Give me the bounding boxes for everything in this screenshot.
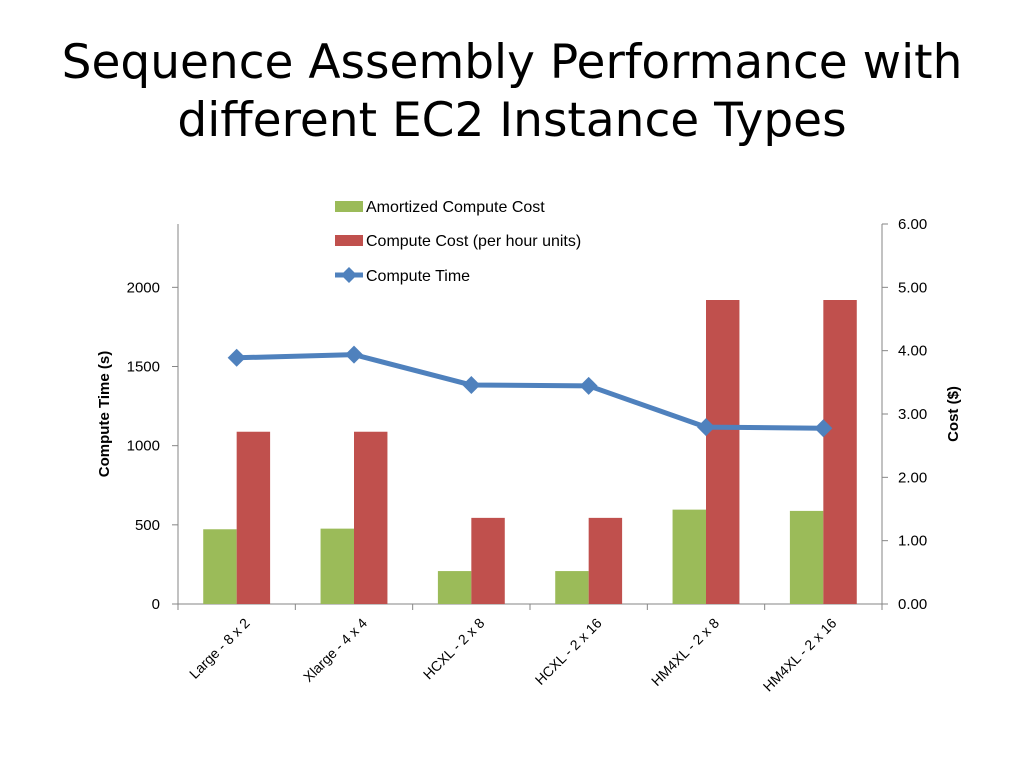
slide-title-line1: Sequence Assembly Performance with <box>61 35 963 90</box>
x-axis-label: HM4XL - 2 x 8 <box>648 615 722 689</box>
bar-amortized-cost <box>555 571 589 604</box>
bar-amortized-cost <box>320 528 354 604</box>
bar-hourly-cost <box>236 431 271 604</box>
legend-label: Amortized Compute Cost <box>366 199 545 216</box>
legend-swatch <box>335 235 363 246</box>
slide-title: Sequence Assembly Performance with diffe… <box>40 34 984 150</box>
bar-amortized-cost <box>203 529 237 604</box>
legend-label: Compute Cost (per hour units) <box>366 233 581 250</box>
right-axis-tick-label: 4.00 <box>898 343 927 360</box>
left-axis-title: Compute Time (s) <box>96 351 113 477</box>
bar-hourly-cost <box>706 300 740 604</box>
chart-legend: Amortized Compute Cost Compute Cost (per … <box>335 199 581 285</box>
chart-axes: 0 500 1000 1500 2000 0.00 1.00 2.00 3.00 4.00 5.00… <box>96 216 962 613</box>
chart-line <box>227 345 833 438</box>
compute-time-point <box>814 419 833 438</box>
bar-amortized-cost <box>672 509 706 604</box>
right-axis-tick-label: 1.00 <box>898 533 927 550</box>
left-axis-tick-label: 1000 <box>127 438 160 455</box>
chart-bars <box>203 300 857 604</box>
x-axis-label: HCXL - 2 x 16 <box>532 615 605 688</box>
left-axis-tick-label: 2000 <box>127 279 160 296</box>
right-axis-tick-label: 5.00 <box>898 279 927 296</box>
right-axis-title: Cost ($) <box>945 386 962 442</box>
x-axis-label: HCXL - 2 x 8 <box>420 615 488 683</box>
x-axis-label: Large - 8 x 2 <box>186 615 253 682</box>
compute-time-point <box>462 376 481 395</box>
bar-hourly-cost <box>354 431 388 604</box>
right-axis-tick-label: 0.00 <box>898 596 927 613</box>
compute-time-point <box>227 348 246 367</box>
bar-hourly-cost <box>588 517 623 604</box>
right-axis-tick-label: 3.00 <box>898 406 927 423</box>
slide-title-line2: different EC2 Instance Types <box>177 93 847 148</box>
bar-amortized-cost <box>789 510 824 604</box>
right-axis-tick-label: 6.00 <box>898 216 927 233</box>
compute-time-line <box>236 352 824 431</box>
x-axis-label: HM4XL - 2 x 16 <box>760 615 840 695</box>
compute-time-point <box>345 345 363 364</box>
bar-amortized-cost <box>437 571 472 604</box>
compute-time-point <box>697 418 715 437</box>
left-axis-tick-label: 0 <box>152 596 160 613</box>
x-axis-label: Xlarge - 4 x 4 <box>300 615 370 685</box>
bar-hourly-cost <box>823 300 857 604</box>
legend-label: Compute Time <box>366 268 470 285</box>
bar-hourly-cost <box>471 517 505 604</box>
left-axis-tick-label: 1500 <box>127 359 160 376</box>
legend-swatch <box>335 201 363 212</box>
compute-time-point <box>579 376 598 395</box>
legend-marker <box>341 267 357 283</box>
left-axis-tick-label: 500 <box>135 517 160 534</box>
right-axis-tick-label: 2.00 <box>898 469 927 486</box>
x-axis-labels: Large - 8 x 2 Xlarge - 4 x 4 HCXL - 2 x 8 H… <box>186 615 840 695</box>
